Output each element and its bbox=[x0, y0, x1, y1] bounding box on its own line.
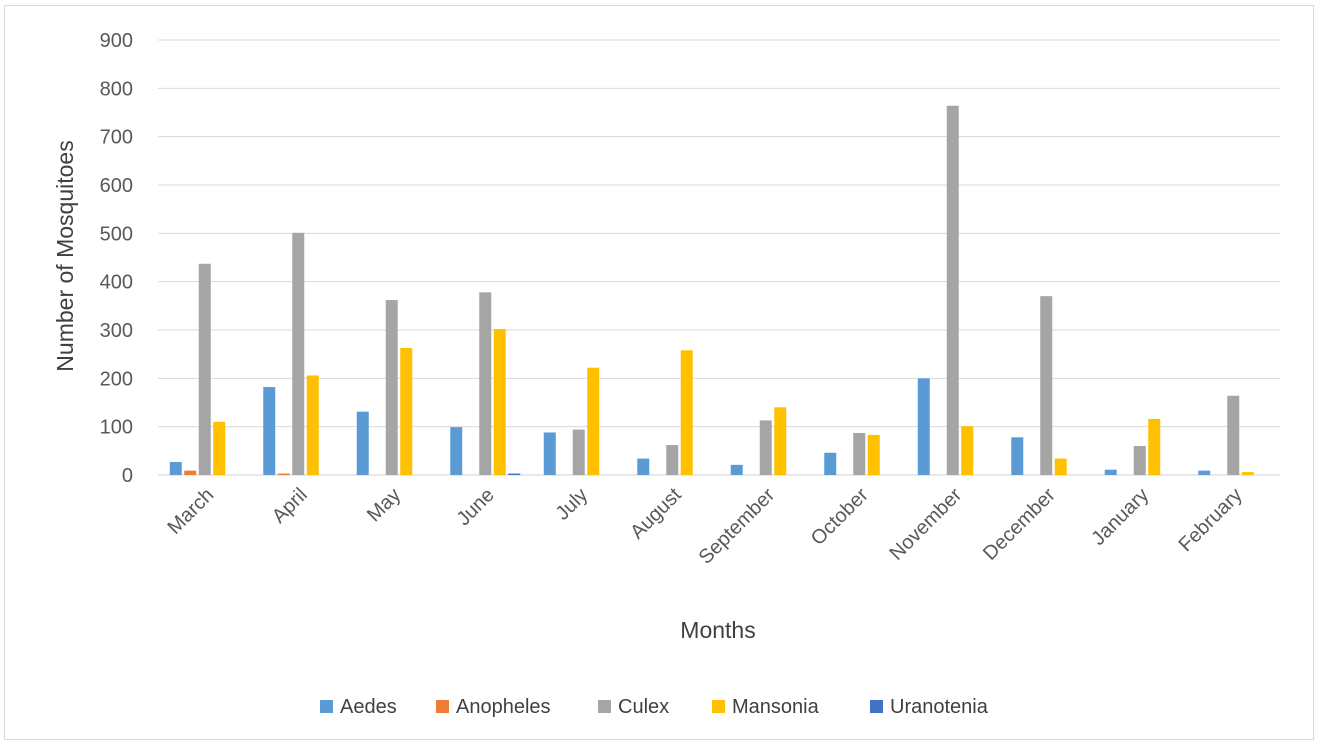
bar-culex-january bbox=[1133, 446, 1146, 475]
chart-area bbox=[4, 5, 1314, 740]
bar-culex-march bbox=[198, 263, 211, 475]
bar-aedes-june bbox=[450, 427, 463, 475]
legend-swatch bbox=[320, 700, 333, 713]
legend-label: Aedes bbox=[340, 696, 397, 718]
bar-mansonia-july bbox=[587, 367, 600, 475]
y-tick-label: 400 bbox=[100, 272, 133, 294]
y-tick-label: 800 bbox=[100, 78, 133, 100]
x-tick-label: May bbox=[363, 484, 405, 526]
bar-uranotenia-june bbox=[508, 473, 521, 475]
x-axis-title: Months bbox=[680, 617, 755, 643]
x-axis-tick-labels: March April May June July August September Octo… bbox=[163, 484, 1246, 569]
y-tick-label: 500 bbox=[100, 223, 133, 245]
bar-culex-december bbox=[1040, 296, 1053, 475]
legend-item-mansonia: Mansonia bbox=[712, 696, 820, 718]
x-tick-label: August bbox=[626, 484, 686, 544]
bar-aedes-february bbox=[1198, 470, 1211, 475]
bar-aedes-september bbox=[730, 464, 743, 475]
bar-mansonia-august bbox=[680, 350, 693, 475]
bar-aedes-april bbox=[263, 387, 276, 475]
bar-culex-august bbox=[666, 445, 679, 475]
bar-aedes-october bbox=[824, 452, 837, 475]
bar-mansonia-may bbox=[400, 347, 413, 475]
bar-culex-february bbox=[1227, 395, 1240, 475]
bar-mansonia-october bbox=[867, 434, 880, 475]
legend-item-culex: Culex bbox=[598, 696, 669, 718]
x-tick-label: January bbox=[1087, 484, 1153, 550]
bar-mansonia-november bbox=[961, 426, 974, 475]
legend-label: Uranotenia bbox=[890, 696, 989, 718]
x-tick-label: November bbox=[885, 484, 966, 565]
legend-item-uranotenia: Uranotenia bbox=[870, 696, 989, 718]
x-tick-label: October bbox=[807, 484, 873, 550]
bar-aedes-august bbox=[637, 458, 650, 475]
bar-mansonia-september bbox=[774, 407, 787, 475]
x-tick-label: April bbox=[268, 484, 312, 528]
x-tick-label: September bbox=[695, 484, 780, 569]
bar-aedes-december bbox=[1011, 437, 1024, 475]
bar-mansonia-february bbox=[1241, 472, 1254, 475]
bar-aedes-november bbox=[917, 378, 930, 475]
y-tick-label: 100 bbox=[100, 417, 133, 439]
legend-swatch bbox=[712, 700, 725, 713]
bars bbox=[169, 105, 1254, 475]
bar-anopheles-march bbox=[184, 470, 197, 475]
bar-culex-june bbox=[479, 292, 492, 475]
bar-culex-april bbox=[292, 232, 305, 475]
x-tick-label: July bbox=[552, 484, 593, 525]
bar-culex-july bbox=[572, 429, 585, 475]
bar-mansonia-june bbox=[493, 329, 506, 475]
legend-swatch bbox=[436, 700, 449, 713]
bar-mansonia-april bbox=[306, 375, 319, 475]
legend-item-aedes: Aedes bbox=[320, 696, 397, 718]
y-tick-label: 300 bbox=[100, 320, 133, 342]
bar-mansonia-march bbox=[213, 421, 226, 475]
legend-item-anopheles: Anopheles bbox=[436, 696, 551, 718]
y-tick-label: 700 bbox=[100, 127, 133, 149]
y-tick-label: 600 bbox=[100, 175, 133, 197]
x-tick-label: February bbox=[1175, 484, 1247, 556]
bar-aedes-january bbox=[1104, 469, 1117, 475]
bar-mansonia-december bbox=[1054, 458, 1067, 475]
bar-culex-may bbox=[385, 300, 398, 475]
legend-label: Culex bbox=[618, 696, 669, 718]
gridlines bbox=[158, 39, 1280, 476]
bar-anopheles-april bbox=[277, 473, 290, 475]
bar-aedes-may bbox=[356, 411, 369, 475]
y-tick-label: 0 bbox=[122, 465, 133, 487]
legend-swatch bbox=[598, 700, 611, 713]
y-tick-label: 900 bbox=[100, 30, 133, 52]
y-axis-tick-labels: 0 100 200 300 400 500 600 700 800 900 bbox=[100, 30, 133, 487]
bar-culex-september bbox=[759, 420, 772, 475]
x-tick-label: March bbox=[163, 484, 218, 539]
legend-label: Anopheles bbox=[456, 696, 551, 718]
y-axis-title: Number of Mosquitoes bbox=[52, 140, 78, 371]
bar-mansonia-january bbox=[1148, 418, 1161, 475]
bar-culex-november bbox=[946, 105, 959, 475]
legend-label: Mansonia bbox=[732, 696, 820, 718]
legend: Aedes Anopheles Culex Mansonia Uranotenia bbox=[320, 696, 989, 718]
bar-aedes-july bbox=[543, 432, 556, 475]
legend-swatch bbox=[870, 700, 883, 713]
x-tick-label: June bbox=[453, 484, 499, 530]
bar-aedes-march bbox=[169, 461, 182, 475]
y-tick-label: 200 bbox=[100, 368, 133, 390]
x-tick-label: December bbox=[979, 484, 1060, 565]
bar-culex-october bbox=[853, 432, 866, 475]
